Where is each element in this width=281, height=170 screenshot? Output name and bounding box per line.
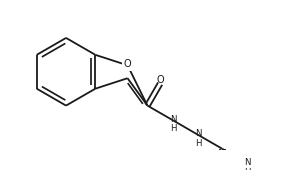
Text: N
H: N H xyxy=(244,158,251,170)
Text: N
H: N H xyxy=(195,129,201,148)
Text: N
H: N H xyxy=(170,115,176,133)
Text: O: O xyxy=(124,59,131,69)
Text: O: O xyxy=(156,75,164,84)
